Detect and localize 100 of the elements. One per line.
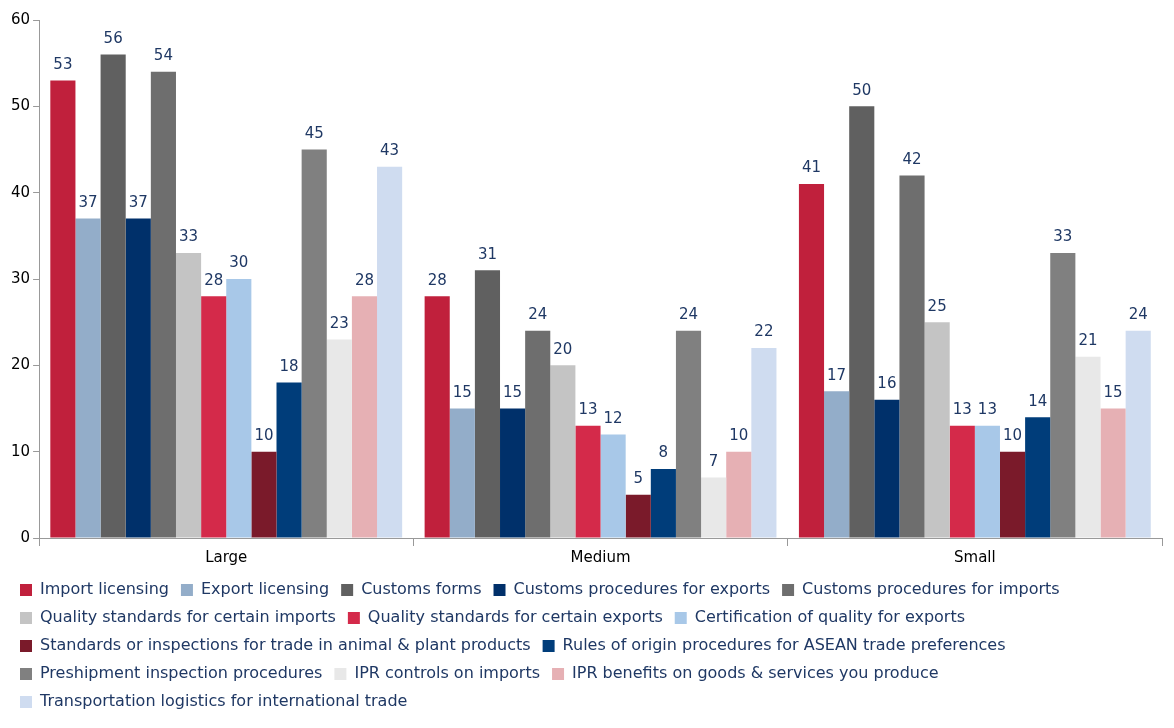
y-tick-label: 0: [20, 527, 31, 546]
data-label: 31: [477, 244, 497, 263]
data-label: 28: [354, 270, 375, 289]
bar: [474, 270, 501, 538]
bar: [1025, 417, 1051, 538]
bar: [924, 322, 950, 538]
data-label: 13: [977, 400, 997, 419]
bar: [201, 296, 227, 538]
data-label: 30: [229, 253, 249, 272]
data-label: 12: [603, 408, 623, 427]
data-label: 16: [877, 374, 897, 393]
data-label: 33: [178, 227, 199, 246]
bar: [351, 296, 378, 538]
legend-label: Certification of quality for exports: [694, 607, 966, 627]
y-tick-label: 20: [10, 355, 31, 374]
data-label: 20: [553, 339, 573, 358]
bar: [424, 296, 450, 538]
data-label: 10: [729, 426, 749, 445]
data-label: 10: [254, 426, 274, 445]
bar: [949, 425, 975, 538]
legend-label: Preshipment inspection procedures: [40, 663, 323, 683]
data-label: 54: [153, 46, 173, 65]
bar: [974, 425, 1000, 538]
data-label: 10: [1003, 426, 1023, 445]
bar: [675, 330, 702, 538]
data-label: 18: [279, 356, 299, 375]
bar: [1100, 408, 1126, 538]
bar: [849, 106, 875, 538]
legend-label: Quality standards for certain exports: [367, 607, 663, 627]
legend-label: Customs procedures for imports: [802, 579, 1060, 599]
data-label: 24: [528, 305, 548, 324]
bar: [150, 71, 176, 538]
bar: [874, 399, 900, 538]
data-label: 7: [708, 451, 719, 470]
data-label: 25: [927, 296, 947, 315]
data-label: 41: [801, 158, 822, 177]
bar: [525, 330, 551, 538]
data-label: 50: [852, 80, 872, 99]
bar: [301, 149, 327, 538]
legend-label: Customs procedures for exports: [513, 579, 771, 599]
data-label: 21: [1078, 331, 1098, 350]
bar: [726, 451, 752, 538]
legend-label: Import licensing: [40, 579, 169, 599]
bar: [100, 54, 126, 538]
data-label: 24: [678, 305, 699, 324]
bar: [650, 468, 676, 538]
bar: [75, 218, 101, 538]
bar: [550, 365, 576, 538]
data-label: 42: [902, 149, 922, 168]
data-label: 24: [1128, 305, 1148, 324]
bar: [175, 253, 202, 538]
bar: [125, 218, 151, 538]
data-label: 14: [1028, 391, 1048, 410]
data-label: 53: [53, 54, 73, 73]
bar: [1075, 356, 1101, 538]
legend-label: Standards or inspections for trade in animal & plant products: [40, 635, 531, 655]
legend-label: Export licensing: [200, 579, 330, 599]
data-label: 56: [103, 28, 123, 47]
data-label: 15: [452, 382, 472, 401]
x-tick-label: Large: [205, 547, 248, 566]
data-label: 17: [827, 365, 847, 384]
bar: [276, 382, 302, 538]
data-label: 37: [78, 192, 98, 211]
data-label: 45: [304, 123, 324, 142]
bar: [824, 391, 850, 538]
bar: [999, 451, 1026, 538]
data-label: 22: [754, 322, 774, 341]
y-tick-label: 50: [10, 96, 31, 115]
y-tick-label: 60: [10, 9, 31, 28]
data-label: 43: [380, 141, 400, 160]
legend-label: Customs forms: [361, 579, 482, 599]
bar: [326, 339, 352, 538]
legend-label: IPR controls on imports: [354, 663, 541, 683]
x-tick-label: Medium: [570, 547, 631, 566]
data-label: 13: [952, 400, 972, 419]
legend-label: Transportation logistics for international trade: [39, 691, 408, 711]
bar: [600, 434, 626, 538]
bar: [701, 477, 727, 538]
y-tick-label: 30: [10, 268, 31, 287]
bar: [899, 175, 925, 538]
bar: [377, 166, 403, 538]
x-tick-label: Small: [954, 547, 996, 566]
data-label: 28: [204, 270, 224, 289]
bar: [50, 80, 76, 538]
data-label: 33: [1053, 227, 1073, 246]
data-label: 13: [578, 400, 598, 419]
y-tick-label: 10: [10, 441, 31, 460]
data-label: 28: [427, 270, 447, 289]
bar: [226, 279, 252, 538]
data-label: 15: [503, 382, 523, 401]
legend-label: Rules of origin procedures for ASEAN trade preferences: [562, 635, 1006, 655]
legend-label: IPR benefits on goods & services you produce: [572, 663, 939, 683]
bar: [1050, 253, 1076, 538]
bar: [251, 451, 277, 538]
data-label: 37: [128, 192, 148, 211]
y-tick-label: 40: [10, 182, 31, 201]
bar: [625, 494, 651, 538]
bar: [575, 425, 601, 538]
data-label: 5: [633, 469, 644, 488]
bar: [449, 408, 475, 538]
